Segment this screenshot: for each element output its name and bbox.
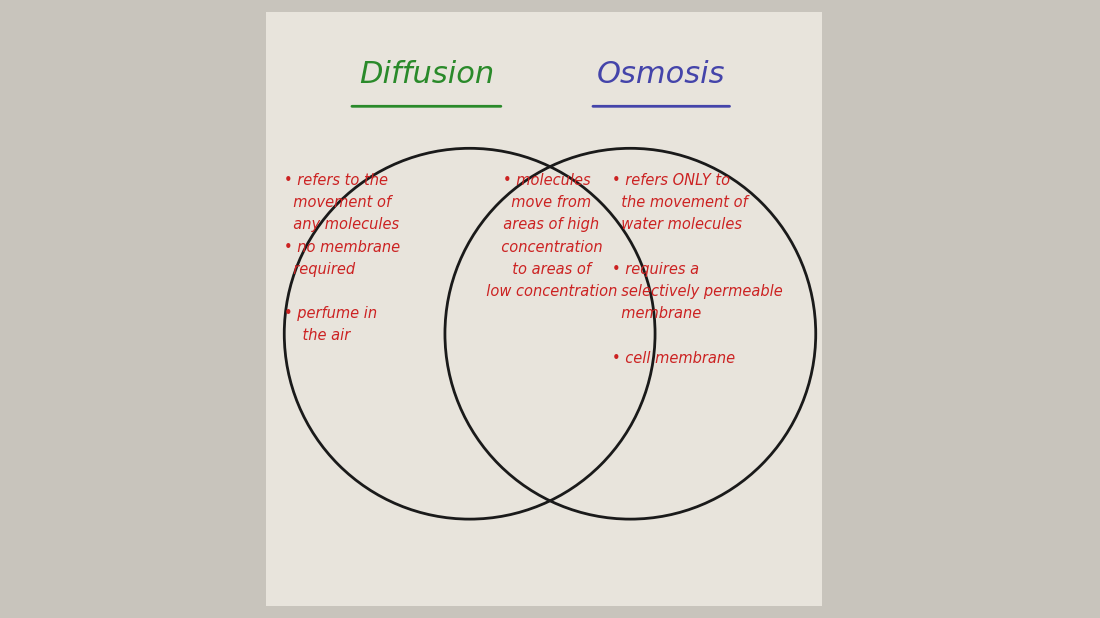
Text: Diffusion: Diffusion [359, 60, 494, 88]
Text: • refers ONLY to
  the movement of
  water molecules

• requires a
  selectively: • refers ONLY to the movement of water m… [612, 173, 782, 366]
Text: Osmosis: Osmosis [597, 60, 726, 88]
Text: • refers to the
  movement of
  any molecules
• no membrane
  required

• perfum: • refers to the movement of any molecule… [284, 173, 400, 344]
Text: • molecules
  move from
  areas of high
  concentration
  to areas of
  low conc: • molecules move from areas of high conc… [476, 173, 617, 299]
FancyBboxPatch shape [266, 12, 822, 606]
